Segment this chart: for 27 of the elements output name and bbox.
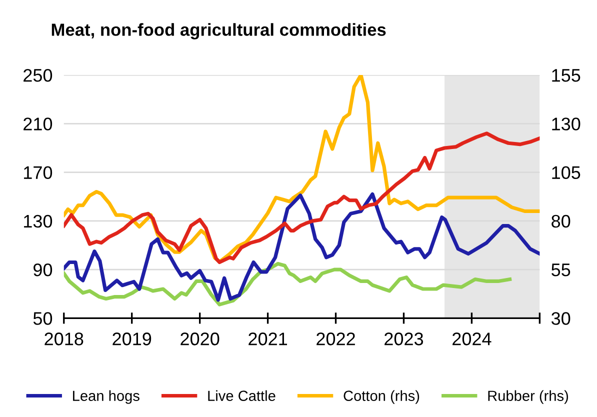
- legend-label: Lean hogs: [73, 390, 140, 404]
- y-tick-label: 90: [34, 263, 52, 276]
- y2-tick-label: 105: [552, 166, 580, 180]
- legend-label: Rubber (rhs): [488, 390, 568, 404]
- x-tick-label: 2024: [452, 332, 492, 346]
- y2-tick-label: 30: [551, 312, 570, 325]
- line-series: [64, 132, 540, 264]
- y2-tick-label: 155: [552, 69, 580, 82]
- line-series: [64, 192, 540, 302]
- legend-label: Live Cattle: [208, 390, 276, 401]
- x-tick-label: 2019: [112, 332, 152, 346]
- y2-tick-label: 55: [552, 264, 570, 276]
- line-series: [64, 262, 512, 306]
- x-tick-label: 2018: [44, 332, 84, 346]
- y-tick-label: 50: [33, 312, 52, 325]
- x-tick-label: 2022: [316, 332, 355, 346]
- y-tick-label: 130: [24, 214, 52, 228]
- x-tick-label: 2023: [384, 332, 424, 346]
- x-tick-label: 2020: [180, 332, 220, 346]
- y-tick-label: 250: [24, 68, 52, 82]
- x-tick-label: 2021: [248, 332, 287, 346]
- y-tick-label: 210: [24, 118, 52, 130]
- y2-tick-label: 80: [552, 214, 570, 228]
- legend-label: Cotton (rhs): [344, 390, 420, 404]
- y-tick-label: 170: [24, 166, 52, 180]
- chart-title: Meat, non-food agricultural commodities: [52, 23, 386, 40]
- y2-tick-label: 130: [552, 118, 580, 130]
